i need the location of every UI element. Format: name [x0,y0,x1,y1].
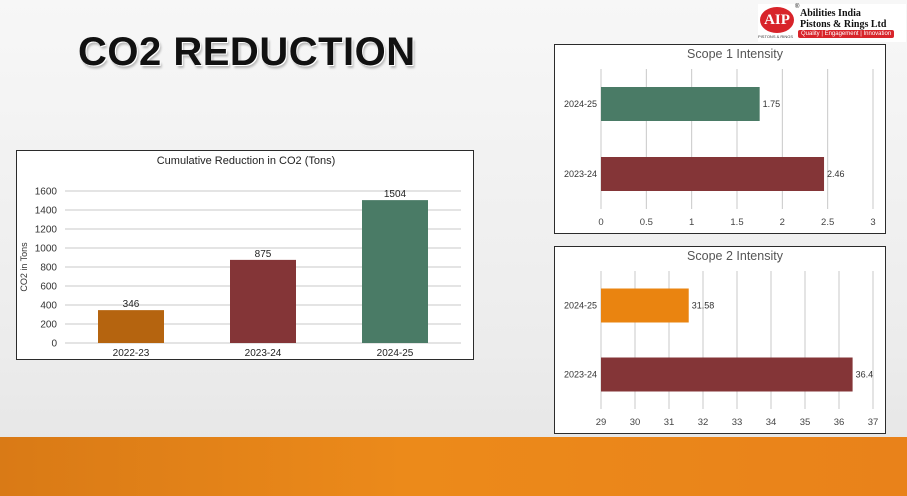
x-tick-label: 36 [834,417,845,428]
data-label: 36.4 [856,370,874,380]
logo-name-line2: Pistons & Rings Ltd [800,19,887,30]
x-tick-label: 31 [664,417,675,428]
bar [98,310,164,343]
y-tick-label: 2023-24 [564,169,597,179]
data-label: 31.58 [692,301,715,311]
chart-title: Cumulative Reduction in CO2 (Tons) [157,155,336,167]
y-tick-label: 1000 [35,244,58,255]
bar [362,200,428,343]
data-label: 1.75 [763,99,781,109]
x-tick-label: 33 [732,417,743,428]
data-label: 875 [255,249,272,260]
x-tick-label: 29 [596,417,607,428]
bar [230,259,296,343]
chart-title: Scope 1 Intensity [687,47,784,61]
page-title: CO2 REDUCTION [78,30,416,74]
y-tick-label: 800 [40,263,57,274]
x-tick-label: 34 [766,417,777,428]
data-label: 346 [123,299,140,310]
data-label: 1504 [384,189,407,200]
x-tick-label: 2.5 [821,217,834,228]
y-tick-label: 1400 [35,206,58,217]
x-tick-label: 1 [689,217,694,228]
x-tick-label: 2024-25 [377,348,414,359]
logo-mark: AIP [760,7,794,33]
y-tick-label: 400 [40,301,57,312]
x-tick-label: 2023-24 [245,348,282,359]
chart-title: Scope 2 Intensity [687,249,784,263]
cumulative-reduction-chart: Cumulative Reduction in CO2 (Tons) 0 200 40… [19,155,461,359]
footer-band [0,437,907,496]
logo-registered-mark: ® [795,4,800,10]
scope1-intensity-chart-panel: Scope 1 Intensity 0 0.5 1 1.5 2 2.5 3 1.75 2024-2… [554,44,886,234]
x-tick-label: 32 [698,417,709,428]
y-axis-label: CO2 in Tons [19,242,29,292]
x-tick-label: 30 [630,417,641,428]
scope2-intensity-chart: Scope 2 Intensity 29 30 31 32 33 34 35 36 37 31.58… [564,249,879,428]
y-tick-label: 0 [51,339,57,350]
x-tick-label: 3 [870,217,875,228]
logo-name-line1: Abilities India [800,8,861,19]
bar [601,157,825,191]
y-tick-label: 600 [40,282,57,293]
bar [601,288,689,323]
logo-company-name: Abilities India Pistons & Rings Ltd [800,8,886,30]
y-tick-label: 200 [40,320,57,331]
x-tick-label: 1.5 [730,217,743,228]
x-tick-label: 2022-23 [113,348,150,359]
y-tick-label: 1600 [35,187,58,198]
x-tick-label: 35 [800,417,811,428]
logo-tagline: Quality | Engagement | Innovation [798,30,895,38]
logo-subtext: PISTONS & RINGS [758,34,794,39]
y-tick-label: 2023-24 [564,370,597,380]
x-tick-label: 0 [598,217,603,228]
x-tick-label: 0.5 [640,217,653,228]
bar [601,87,760,121]
cumulative-reduction-chart-panel: Cumulative Reduction in CO2 (Tons) 0 200 40… [16,150,474,360]
scope1-intensity-chart: Scope 1 Intensity 0 0.5 1 1.5 2 2.5 3 1.75 2024-2… [564,47,876,228]
bar [601,357,853,392]
y-tick-label: 2024-25 [564,99,597,109]
scope2-intensity-chart-panel: Scope 2 Intensity 29 30 31 32 33 34 35 36 37 31.58… [554,246,886,434]
company-logo: AIP ® Abilities India Pistons & Rings Lt… [758,4,906,42]
x-tick-label: 37 [868,417,879,428]
data-label: 2.46 [827,169,845,179]
x-tick-label: 2 [780,217,785,228]
y-tick-label: 1200 [35,225,58,236]
y-tick-label: 2024-25 [564,301,597,311]
